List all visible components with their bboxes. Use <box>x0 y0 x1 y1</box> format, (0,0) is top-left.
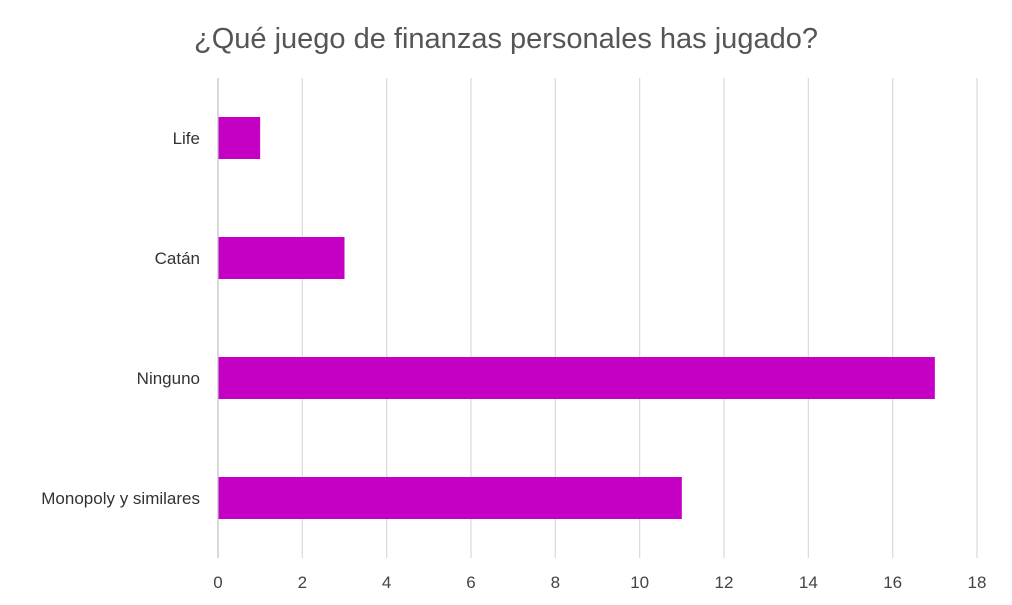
x-tick-label: 2 <box>298 573 307 592</box>
category-label: Ninguno <box>137 369 200 388</box>
category-label: Life <box>173 129 200 148</box>
grid-lines <box>217 78 978 558</box>
category-label: Catán <box>155 249 200 268</box>
x-tick-label: 0 <box>213 573 222 592</box>
bar <box>218 477 682 519</box>
bar <box>218 237 345 279</box>
x-axis-ticks: 0 2 4 6 8 10 12 14 16 18 <box>213 573 986 592</box>
bar <box>218 117 261 159</box>
x-tick-label: 6 <box>466 573 475 592</box>
x-tick-label: 16 <box>883 573 902 592</box>
category-labels: Life Catán Ninguno Monopoly y similares <box>41 129 200 508</box>
x-tick-label: 4 <box>382 573 391 592</box>
x-tick-label: 14 <box>799 573 818 592</box>
bar <box>218 357 935 399</box>
x-tick-label: 18 <box>968 573 987 592</box>
x-tick-label: 8 <box>551 573 560 592</box>
x-tick-label: 10 <box>630 573 649 592</box>
x-tick-label: 12 <box>715 573 734 592</box>
bars <box>218 117 935 519</box>
chart-title: ¿Qué juego de finanzas personales has ju… <box>194 23 818 55</box>
category-label: Monopoly y similares <box>41 489 200 508</box>
